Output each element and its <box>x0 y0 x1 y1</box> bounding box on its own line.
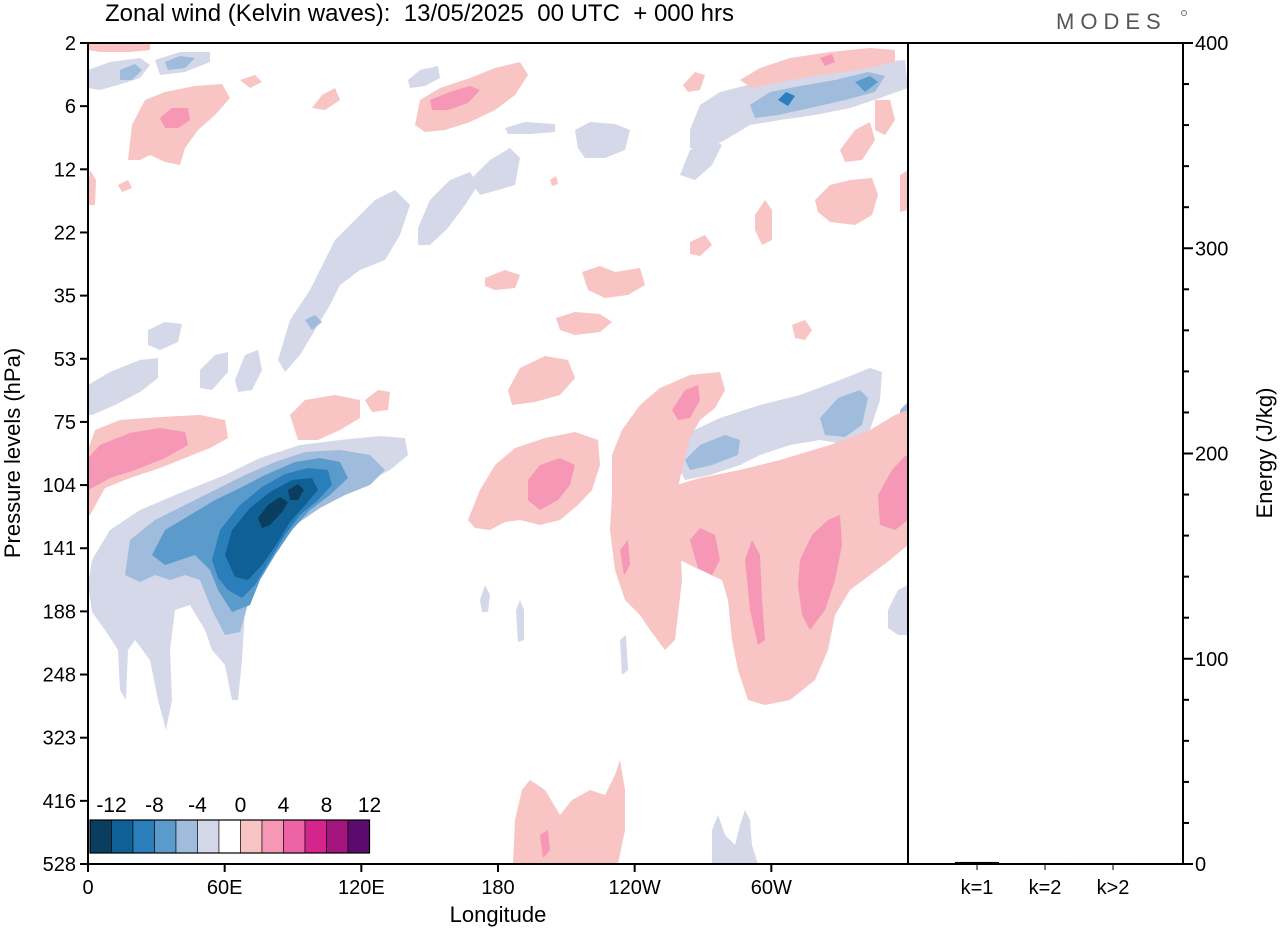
colorbar-label: 0 <box>235 794 247 817</box>
energy-bar <box>1023 862 1067 864</box>
longitude-axis: 0 60E 120E 180 120W 60W <box>82 864 792 899</box>
energy-tick-label: 100 <box>1195 649 1228 671</box>
colorbar-labels: -12 -8 -4 0 4 8 12 <box>96 794 381 817</box>
energy-category-label: k=1 <box>961 877 994 899</box>
y-tick-label: 6 <box>65 96 76 118</box>
energy-bar <box>955 861 999 864</box>
negative-anomaly-upper-left <box>88 52 520 415</box>
y-tick-label: 53 <box>54 349 76 371</box>
colorbar-swatch <box>218 819 241 854</box>
pressure-axis: 2 6 12 22 35 53 75 104 141 188 248 323 416 528 <box>43 33 88 876</box>
energy-axis: 0 100 200 300 400 <box>1183 33 1228 876</box>
colorbar-swatch <box>240 819 263 854</box>
colorbar-label: 4 <box>278 794 290 817</box>
energy-bar <box>1091 862 1135 864</box>
y-tick-label: 141 <box>43 538 76 560</box>
x-axis-title: Longitude <box>450 902 547 927</box>
colorbar-swatch <box>304 819 327 854</box>
energy-tick-label: 0 <box>1195 854 1206 876</box>
colorbar-label: 12 <box>358 794 381 817</box>
y-tick-label: 22 <box>54 222 76 244</box>
y-tick-label: 188 <box>43 601 76 623</box>
positive-anomaly-west <box>88 43 228 515</box>
colorbar-label: -8 <box>145 794 164 817</box>
y-tick-label: 248 <box>43 665 76 687</box>
y-tick-label: 104 <box>43 475 76 497</box>
positive-anomaly-bottom <box>513 760 625 864</box>
y-tick-label: 416 <box>43 791 76 813</box>
y-tick-label: 323 <box>43 728 76 750</box>
x-tick-label: 180 <box>481 877 514 899</box>
x-tick-label: 0 <box>82 877 93 899</box>
x-tick-label: 120W <box>609 877 661 899</box>
colorbar-swatch <box>326 819 349 854</box>
energy-tick-label: 300 <box>1195 238 1228 260</box>
positive-anomaly-east <box>290 100 908 705</box>
colorbar-swatch <box>111 819 134 854</box>
registered-mark-icon <box>1181 10 1187 16</box>
y-tick-label: 2 <box>65 33 76 55</box>
colorbar-frame <box>89 819 371 854</box>
y-axis-title: Pressure levels (hPa) <box>0 348 25 558</box>
energy-axis-title: Energy (J/kg) <box>1252 388 1277 519</box>
x-tick-label: 60W <box>751 877 792 899</box>
y-tick-label: 528 <box>43 854 76 876</box>
colorbar-swatch <box>347 819 370 854</box>
y-tick-label: 12 <box>54 159 76 181</box>
x-tick-label: 120E <box>338 877 385 899</box>
negative-anomaly-main <box>88 436 408 730</box>
positive-anomaly-upper <box>88 48 895 205</box>
colorbar-swatch <box>283 819 306 854</box>
negative-anomaly-bottom <box>480 585 758 864</box>
energy-tick-label: 400 <box>1195 33 1228 55</box>
colorbar <box>89 819 371 854</box>
colorbar-swatch <box>132 819 155 854</box>
energy-bars <box>955 861 1135 864</box>
modes-logo: MODES <box>1056 9 1167 34</box>
negative-anomaly-upper-right <box>408 60 908 180</box>
energy-category-axis: k=1 k=2 k>2 <box>961 864 1130 899</box>
chart-title: Zonal wind (Kelvin waves): 13/05/2025 00… <box>105 0 734 27</box>
colorbar-swatch <box>175 819 198 854</box>
colorbar-label: -12 <box>96 794 126 817</box>
colorbar-swatch <box>261 819 284 854</box>
energy-category-label: k>2 <box>1097 877 1130 899</box>
energy-tick-label: 200 <box>1195 444 1228 466</box>
energy-plot-frame <box>907 42 1184 865</box>
colorbar-swatch <box>197 819 220 854</box>
energy-category-label: k=2 <box>1029 877 1062 899</box>
colorbar-label: -4 <box>188 794 207 817</box>
y-tick-label: 75 <box>54 412 76 434</box>
colorbar-swatch <box>154 819 177 854</box>
colorbar-swatch <box>89 819 112 854</box>
x-tick-label: 60E <box>207 877 243 899</box>
colorbar-label: 8 <box>321 794 333 817</box>
y-tick-label: 35 <box>54 286 76 308</box>
heatmap-field <box>88 43 908 864</box>
